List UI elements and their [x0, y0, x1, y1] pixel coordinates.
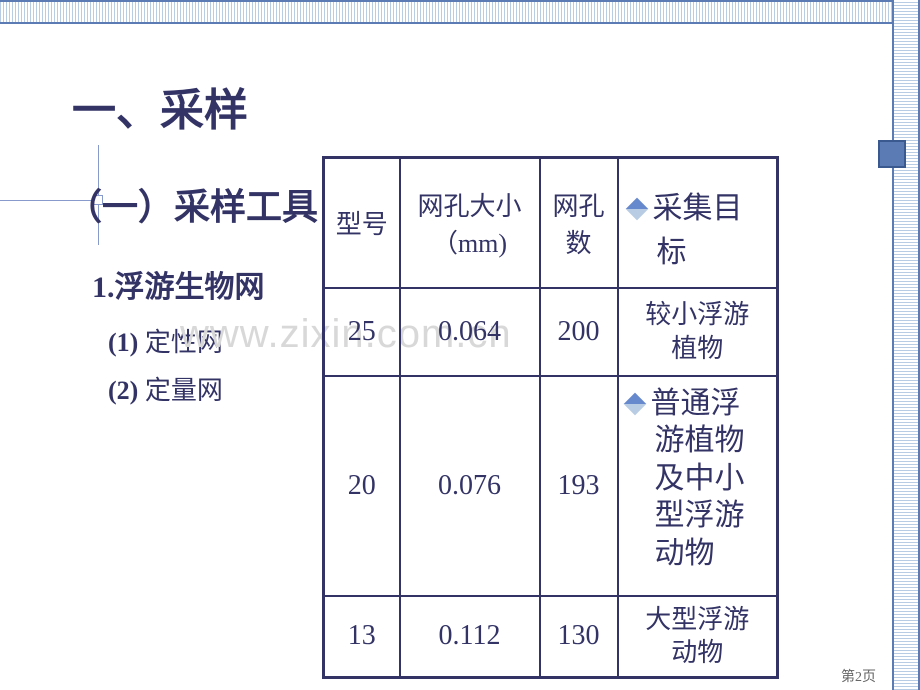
item-2-text: 定量网	[138, 376, 223, 405]
item-1-number: (1)	[108, 328, 138, 357]
cell-mesh-size: 0.064	[400, 288, 540, 376]
cell-target: 大型浮游动物	[618, 596, 778, 678]
sub-title: （一）采样工具	[66, 178, 318, 230]
section-heading: 1.浮游生物网	[92, 262, 265, 306]
cell-model: 20	[324, 376, 400, 596]
main-title: 一、采样	[72, 74, 248, 138]
cell-model: 13	[324, 596, 400, 678]
cell-mesh-count: 193	[540, 376, 618, 596]
right-hatched-bar	[892, 0, 920, 690]
header-target: 采集目 标	[618, 158, 778, 288]
item-2-number: (2)	[108, 376, 138, 405]
cell-target: 普通浮 游植物 及中小 型浮游 动物	[618, 376, 778, 596]
header-model: 型号	[324, 158, 400, 288]
cell-target: 较小浮游植物	[618, 288, 778, 376]
cell-mesh-size: 0.112	[400, 596, 540, 678]
cell-mesh-count: 130	[540, 596, 618, 678]
table-header-row: 型号 网孔大小 （mm) 网孔 数 采集目 标	[324, 158, 778, 288]
diamond-icon	[623, 392, 646, 415]
cell-model: 25	[324, 288, 400, 376]
right-accent-square	[878, 140, 906, 168]
data-table-container: 型号 网孔大小 （mm) 网孔 数 采集目 标 25 0.064 200	[322, 156, 779, 679]
table-row: 13 0.112 130 大型浮游动物	[324, 596, 778, 678]
cell-mesh-count: 200	[540, 288, 618, 376]
diamond-icon	[625, 198, 648, 221]
section-number: 1.	[92, 271, 115, 304]
page-number: 第2页	[841, 666, 876, 686]
header-mesh-size: 网孔大小 （mm)	[400, 158, 540, 288]
sampling-table: 型号 网孔大小 （mm) 网孔 数 采集目 标 25 0.064 200	[322, 156, 779, 679]
section-text: 浮游生物网	[115, 271, 265, 304]
list-item-2: (2) 定量网	[108, 370, 223, 407]
table-row: 20 0.076 193 普通浮 游植物 及中小 型浮游 动物	[324, 376, 778, 596]
top-hatched-bar	[0, 0, 920, 24]
table-row: 25 0.064 200 较小浮游植物	[324, 288, 778, 376]
cell-mesh-size: 0.076	[400, 376, 540, 596]
header-mesh-count: 网孔 数	[540, 158, 618, 288]
